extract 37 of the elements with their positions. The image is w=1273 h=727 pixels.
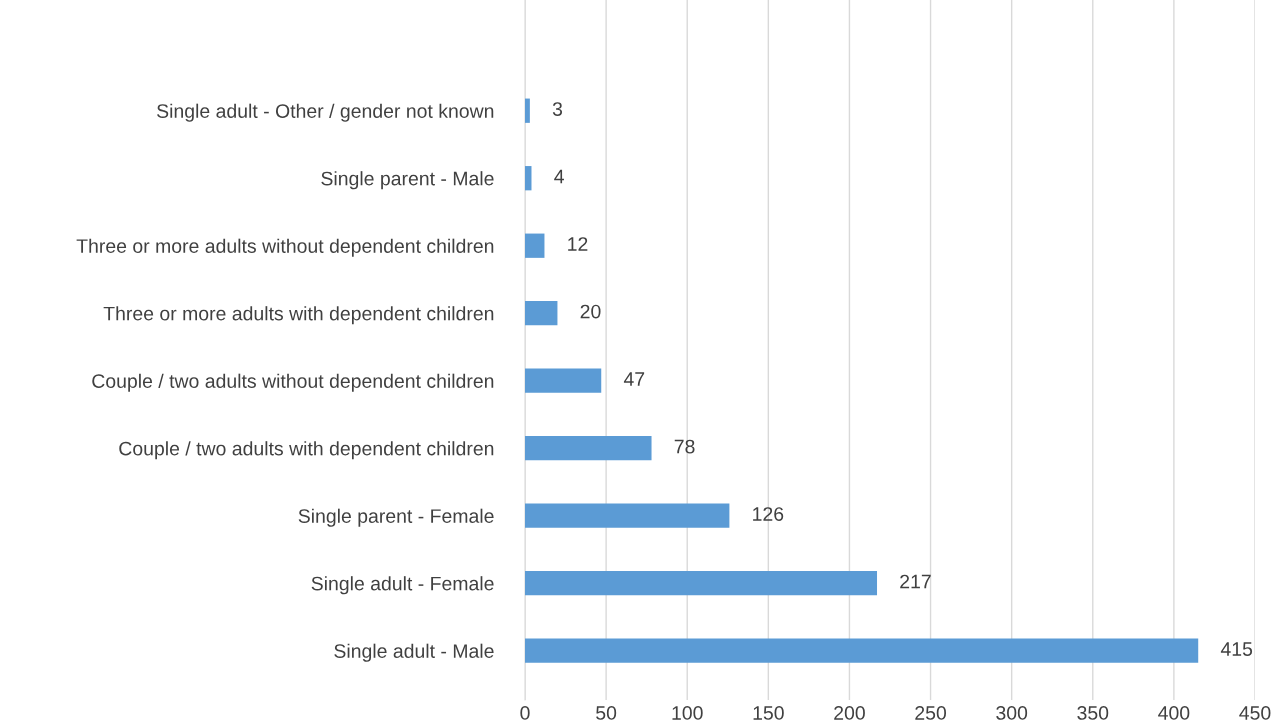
x-tick-label: 200 bbox=[834, 706, 865, 720]
x-tick-label: 0 bbox=[520, 706, 530, 720]
x-tick-label: 450 bbox=[1239, 706, 1271, 720]
bar bbox=[525, 638, 1199, 663]
y-tick-label: Single adult - Other / gender not known bbox=[157, 103, 494, 122]
y-tick-label: Single adult - Female bbox=[311, 576, 494, 595]
data-label: 217 bbox=[900, 574, 931, 589]
data-label: 78 bbox=[674, 439, 695, 454]
y-tick-label: Single parent - Male bbox=[321, 171, 494, 190]
data-label: 4 bbox=[554, 169, 564, 184]
bar bbox=[525, 98, 530, 123]
data-label: 415 bbox=[1220, 642, 1253, 656]
y-tick-label: Single adult - Male bbox=[334, 643, 494, 662]
y-tick-label: Single parent - Female bbox=[298, 508, 494, 527]
data-label: 47 bbox=[623, 372, 645, 386]
x-tick-label: 100 bbox=[672, 706, 703, 720]
bar bbox=[525, 503, 730, 528]
data-label: 126 bbox=[753, 507, 784, 521]
data-label: 3 bbox=[552, 102, 563, 116]
x-tick-label: 300 bbox=[996, 706, 1028, 720]
bar bbox=[525, 436, 652, 461]
bar bbox=[525, 571, 878, 596]
x-tick-label: 350 bbox=[1077, 706, 1109, 720]
y-tick-label: Couple / two adults without dependent children bbox=[92, 373, 494, 392]
bar bbox=[525, 368, 602, 393]
y-tick-label: Couple / two adults with dependent children bbox=[119, 441, 494, 460]
bar bbox=[525, 301, 558, 326]
data-label: 12 bbox=[568, 237, 588, 251]
bar bbox=[525, 233, 545, 258]
x-tick-label: 250 bbox=[915, 706, 947, 720]
x-tick-label: 50 bbox=[596, 706, 617, 720]
data-label: 20 bbox=[580, 304, 601, 319]
y-tick-label: Three or more adults with dependent children bbox=[103, 306, 494, 325]
y-tick-label: Three or more adults without dependent children bbox=[76, 238, 494, 257]
bar bbox=[525, 166, 532, 191]
x-tick-label: 150 bbox=[753, 706, 784, 720]
x-tick-label: 400 bbox=[1158, 706, 1190, 720]
